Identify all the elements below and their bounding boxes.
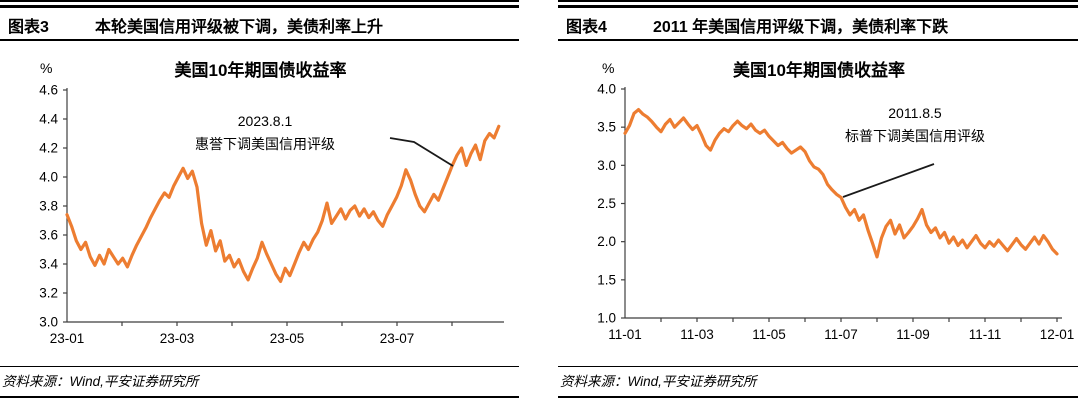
top-rule-thin [558,0,1078,2]
annotation-fig4: 2011.8.5 标普下调美国信用评级 [785,102,1045,148]
svg-text:3.0: 3.0 [597,158,616,173]
annotation-text: 惠誉下调美国信用评级 [195,136,335,152]
svg-text:1.5: 1.5 [597,272,616,287]
top-rule-thick [0,5,519,8]
svg-text:12-01: 12-01 [1040,327,1075,342]
source-top-rule [558,366,1078,368]
svg-text:23-03: 23-03 [160,331,195,346]
svg-text:23-05: 23-05 [270,331,305,346]
svg-text:11-01: 11-01 [608,327,642,342]
header-bottom-rule [0,39,519,41]
svg-text:11-03: 11-03 [680,327,714,342]
svg-text:3.8: 3.8 [39,199,58,214]
svg-text:4.0: 4.0 [597,82,616,97]
figure-title: 本轮美国信用评级被下调，美债利率上升 [95,19,384,36]
svg-text:3.5: 3.5 [597,120,616,135]
source-bottom-rule [558,396,1078,398]
source-top-rule [0,366,519,368]
svg-text:2.0: 2.0 [597,234,616,249]
svg-text:3.6: 3.6 [39,228,58,243]
annotation-date: 2023.8.1 [237,113,293,129]
annotation-date: 2011.8.5 [888,105,942,121]
svg-text:23-01: 23-01 [50,331,85,346]
figure-tag: 图表3 [8,19,49,36]
svg-text:2.5: 2.5 [597,196,616,211]
svg-text:11-09: 11-09 [896,327,930,342]
svg-text:4.2: 4.2 [39,141,58,156]
source-text: 资料来源：Wind,平安证券研究所 [560,374,757,389]
source-bottom-rule [0,396,519,398]
chart-title: 美国10年期国债收益率 [174,61,347,80]
svg-text:4.0: 4.0 [39,170,58,185]
svg-text:4.6: 4.6 [39,83,58,98]
figure4-panel: 图表4 2011 年美国信用评级下调，美债利率下跌 美国10年期国债收益率 % 2… [558,0,1080,410]
figure3-header: 图表3 本轮美国信用评级被下调，美债利率上升 [8,13,521,37]
header-bottom-rule [558,39,1078,41]
svg-text:3.4: 3.4 [39,257,58,272]
figure-title: 2011 年美国信用评级下调，美债利率下跌 [653,19,949,36]
y-axis-unit-label: % [602,60,615,76]
svg-text:1.0: 1.0 [597,311,616,326]
figure3-panel: 图表3 本轮美国信用评级被下调，美债利率上升 美国10年期国债收益率 % 2023… [0,0,521,410]
figure-tag: 图表4 [566,19,607,36]
svg-text:11-05: 11-05 [752,327,786,342]
top-rule-thin [0,0,519,2]
source-text: 资料来源：Wind,平安证券研究所 [2,374,199,389]
svg-text:23-07: 23-07 [380,331,415,346]
svg-text:4.4: 4.4 [39,112,58,127]
annotation-fig3: 2023.8.1 惠誉下调美国信用评级 [135,110,395,156]
svg-text:3.0: 3.0 [39,315,58,330]
svg-text:11-11: 11-11 [969,327,1002,342]
line-chart-fig4: 4.0 3.5 3.0 2.5 2.0 1.5 1.011-01 11-03 11-05 11-0… [597,82,1075,343]
chart-title: 美国10年期国债收益率 [733,61,905,80]
y-axis-unit-label: % [40,60,53,76]
svg-text:11-07: 11-07 [824,327,858,342]
line-chart-fig3: 4.6 4.4 4.2 4.0 3.8 3.6 3.4 3.2 3.023-01 23-03 23-… [39,83,504,346]
figure4-header: 图表4 2011 年美国信用评级下调，美债利率下跌 [566,13,1080,37]
top-rule-thick [558,5,1078,8]
annotation-text: 标普下调美国信用评级 [845,128,985,144]
svg-text:3.2: 3.2 [39,286,58,301]
